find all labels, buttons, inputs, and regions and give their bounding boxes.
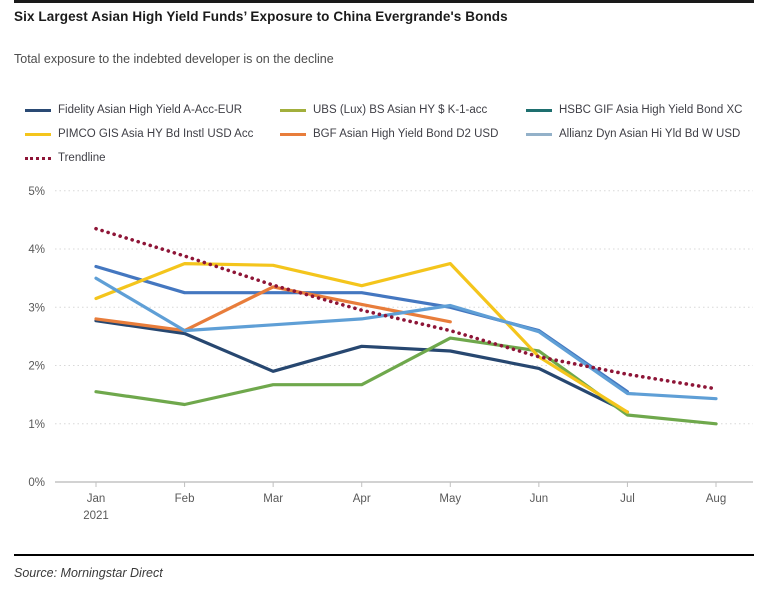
x-tick-sublabel-2021: 2021 (83, 510, 109, 522)
legend-label-fidelity: Fidelity Asian High Yield A-Acc-EUR (58, 104, 243, 116)
x-tick-label-Feb: Feb (175, 493, 195, 505)
y-tick-label-1%: 1% (28, 419, 45, 431)
y-tick-label-4%: 4% (28, 244, 45, 256)
legend-item-pimco: PIMCO GIS Asia HY Bd Instl USD Acc (25, 128, 280, 140)
y-tick-label-0%: 0% (28, 477, 45, 489)
legend-swatch-allianz (526, 132, 552, 136)
y-tick-label-3%: 3% (28, 302, 45, 314)
legend-swatch-pimco (25, 132, 51, 136)
legend-swatch-hsbc (526, 108, 552, 112)
x-tick-label-May: May (439, 493, 461, 505)
y-tick-label-5%: 5% (28, 186, 45, 198)
series-line-fidelity (94, 319, 629, 414)
chart-plot-area: 0% 1% 2% 3% 4% 5% Jan 2021 Feb Mar Apr May Jun Jul Aug (0, 170, 768, 532)
legend-item-allianz: Allianz Dyn Asian Hi Yld Bd W USD (526, 128, 758, 140)
chart-svg: 0% 1% 2% 3% 4% 5% Jan 2021 Feb Mar Apr May Jun Jul Aug (28, 186, 753, 522)
series-line-trendline (94, 226, 718, 391)
x-tick-label-Apr: Apr (353, 493, 371, 505)
series-line-allianz (94, 276, 718, 401)
chart-legend: Fidelity Asian High Yield A-Acc-EUR UBS (… (25, 98, 758, 170)
legend-label-trendline: Trendline (58, 152, 106, 164)
legend-label-allianz: Allianz Dyn Asian Hi Yld Bd W USD (559, 128, 741, 140)
top-divider (14, 0, 754, 3)
legend-label-pimco: PIMCO GIS Asia HY Bd Instl USD Acc (58, 128, 254, 140)
legend-item-trendline: Trendline (25, 152, 280, 164)
legend-label-bgf: BGF Asian High Yield Bond D2 USD (313, 128, 499, 140)
source-block: Source: Morningstar Direct (14, 554, 754, 582)
x-tick-label-Jun: Jun (530, 493, 549, 505)
x-tick-label-Aug: Aug (706, 493, 726, 505)
legend-label-ubs: UBS (Lux) BS Asian HY $ K-1-acc (313, 104, 488, 116)
legend-swatch-ubs (280, 108, 306, 112)
legend-item-fidelity: Fidelity Asian High Yield A-Acc-EUR (25, 104, 280, 116)
series-line-bgf (94, 285, 452, 333)
source-text: Source: Morningstar Direct (14, 566, 163, 580)
chart-title: Six Largest Asian High Yield Funds’ Expo… (14, 9, 508, 24)
x-tick-label-Jul: Jul (620, 493, 635, 505)
legend-label-hsbc: HSBC GIF Asia High Yield Bond XC (559, 104, 743, 116)
legend-item-ubs: UBS (Lux) BS Asian HY $ K-1-acc (280, 104, 526, 116)
legend-item-bgf: BGF Asian High Yield Bond D2 USD (280, 128, 526, 140)
chart-subtitle: Total exposure to the indebted developer… (14, 52, 334, 66)
legend-swatch-trendline (25, 156, 51, 160)
legend-swatch-fidelity (25, 108, 51, 112)
x-tick-label-Jan: Jan (87, 493, 106, 505)
legend-swatch-bgf (280, 132, 306, 136)
legend-item-hsbc: HSBC GIF Asia High Yield Bond XC (526, 104, 758, 116)
x-tick-label-Mar: Mar (263, 493, 283, 505)
y-tick-label-2%: 2% (28, 361, 45, 373)
